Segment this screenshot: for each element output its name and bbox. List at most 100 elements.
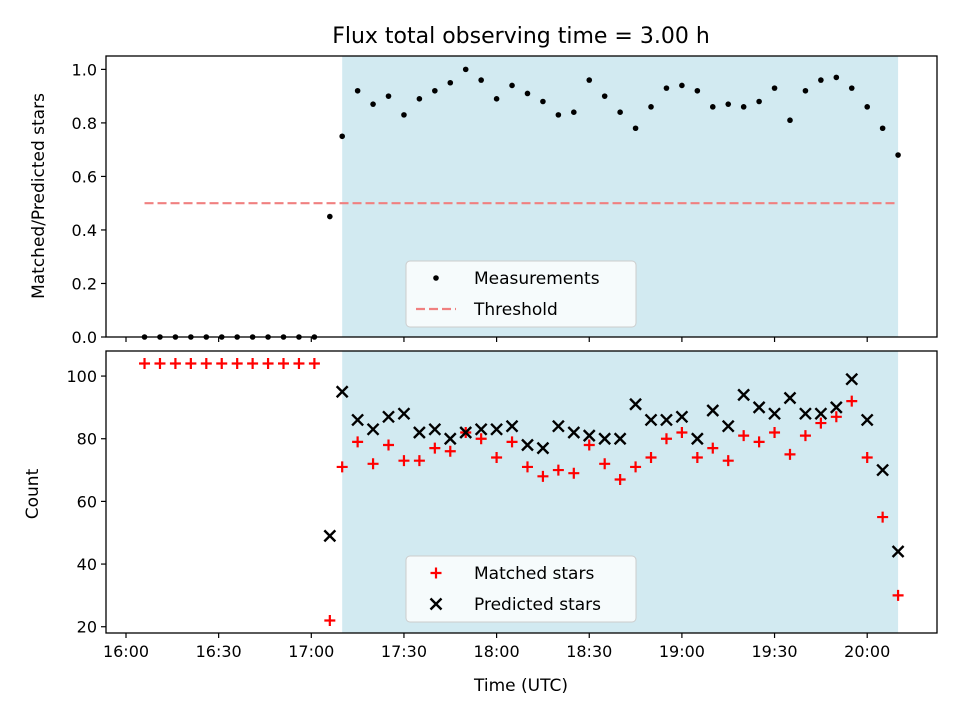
matched-stars-point (506, 436, 518, 448)
matched-stars-point (707, 442, 719, 454)
predicted-stars-point (335, 385, 349, 399)
top-ytick-label: 0.8 (72, 114, 97, 133)
predicted-stars-point (552, 419, 565, 433)
predicted-stars-point (783, 391, 797, 405)
legend-measurements-marker (433, 275, 439, 281)
matched-stars-point (630, 461, 642, 473)
predicted-stars-point (443, 432, 457, 446)
predicted-stars-point (536, 441, 550, 455)
measurement-point (879, 125, 886, 132)
bottom-ytick-label: 80 (77, 430, 97, 449)
measurement-point (540, 98, 546, 105)
matched-stars-point (475, 433, 487, 445)
predicted-stars-point (675, 410, 689, 424)
bottom-xtick-label: 17:30 (381, 642, 427, 661)
measurement-point (632, 125, 639, 132)
matched-stars-point (336, 461, 348, 473)
predicted-stars-point (582, 429, 596, 442)
measurement-point (725, 101, 732, 107)
legend-predicted-marker (429, 597, 443, 611)
bottom-xtick-label: 17:00 (288, 642, 334, 661)
measurement-point (571, 109, 577, 115)
measurement-point (818, 77, 824, 83)
predicted-stars-point (459, 426, 473, 439)
measurement-point (509, 82, 515, 89)
matched-stars-point (200, 358, 212, 370)
measurement-point (648, 104, 654, 110)
top-ytick-label: 1.0 (72, 60, 97, 79)
matched-stars-point (231, 358, 243, 370)
measurement-point (679, 82, 685, 89)
predicted-stars-point (660, 413, 673, 427)
matched-stars-point (308, 358, 320, 370)
measurement-point (432, 87, 438, 94)
measurement-point (555, 112, 562, 118)
predicted-stars-point (428, 422, 442, 436)
measurement-point (416, 96, 423, 102)
measurement-point (848, 85, 855, 91)
measurement-point (601, 93, 608, 99)
matched-stars-point (568, 467, 580, 479)
matched-stars-point (247, 358, 259, 370)
bottom-xtick-label: 16:00 (103, 642, 149, 661)
predicted-stars-point (505, 419, 519, 433)
predicted-stars-point (768, 407, 781, 421)
bottom-axes-frame (105, 350, 938, 634)
predicted-stars-point (737, 388, 751, 402)
bottom-xtick-label: 18:00 (474, 642, 520, 661)
bottom-xtick-label: 19:30 (751, 642, 797, 661)
matched-stars-point (169, 358, 181, 370)
legend-matched-marker (430, 567, 442, 579)
predicted-stars-point (413, 426, 426, 439)
predicted-stars-point (567, 426, 581, 439)
top-legend: Measurements Threshold (405, 260, 637, 328)
legend-label: Measurements (474, 269, 600, 289)
measurement-point (740, 104, 747, 110)
top-ytick-label: 0.4 (72, 221, 97, 240)
measurement-point (462, 66, 469, 73)
matched-stars-point (367, 458, 379, 470)
predicted-stars-point (598, 432, 612, 446)
predicted-stars-point (613, 432, 627, 446)
matched-stars-point (753, 436, 765, 448)
predicted-stars-point (397, 407, 411, 421)
measurement-point (339, 133, 345, 140)
matched-stars-point (537, 470, 549, 482)
matched-stars-point (599, 458, 611, 470)
matched-stars-point (262, 358, 274, 370)
measurement-point (447, 79, 454, 86)
measurement-point (771, 85, 778, 91)
measurement-point (478, 77, 484, 83)
matched-stars-point (861, 452, 873, 464)
top-ytick-label: 0.6 (72, 167, 97, 186)
measurement-point (756, 98, 762, 105)
matched-stars-point (278, 358, 290, 370)
predicted-stars-point (706, 404, 720, 417)
top-axes-frame (105, 55, 938, 338)
legend-label: Predicted stars (474, 595, 601, 615)
bottom-ytick-label: 20 (77, 618, 97, 637)
xlabel: Time (UTC) (473, 676, 568, 696)
predicted-stars-point (366, 422, 380, 436)
measurement-point (401, 112, 407, 118)
matched-stars-point (324, 614, 336, 626)
matched-stars-point (799, 430, 811, 442)
matched-stars-point (769, 426, 781, 438)
matched-stars-point (722, 455, 734, 467)
measurement-point (787, 117, 793, 124)
chart-title: Flux total observing time = 3.00 h (332, 24, 710, 49)
matched-stars-point (444, 445, 456, 457)
measurement-point (864, 104, 870, 110)
matched-stars-point (521, 461, 533, 473)
predicted-stars-point (490, 422, 503, 436)
measurement-point (327, 213, 333, 220)
matched-stars-point (846, 395, 858, 407)
matched-stars-point (383, 439, 395, 451)
predicted-stars-point (752, 401, 766, 414)
matched-stars-point (139, 358, 151, 370)
top-ytick-label: 0.2 (72, 274, 97, 293)
predicted-stars-point (876, 463, 889, 477)
matched-stars-point (877, 511, 889, 523)
measurement-point (524, 90, 531, 97)
matched-stars-point (691, 452, 703, 464)
